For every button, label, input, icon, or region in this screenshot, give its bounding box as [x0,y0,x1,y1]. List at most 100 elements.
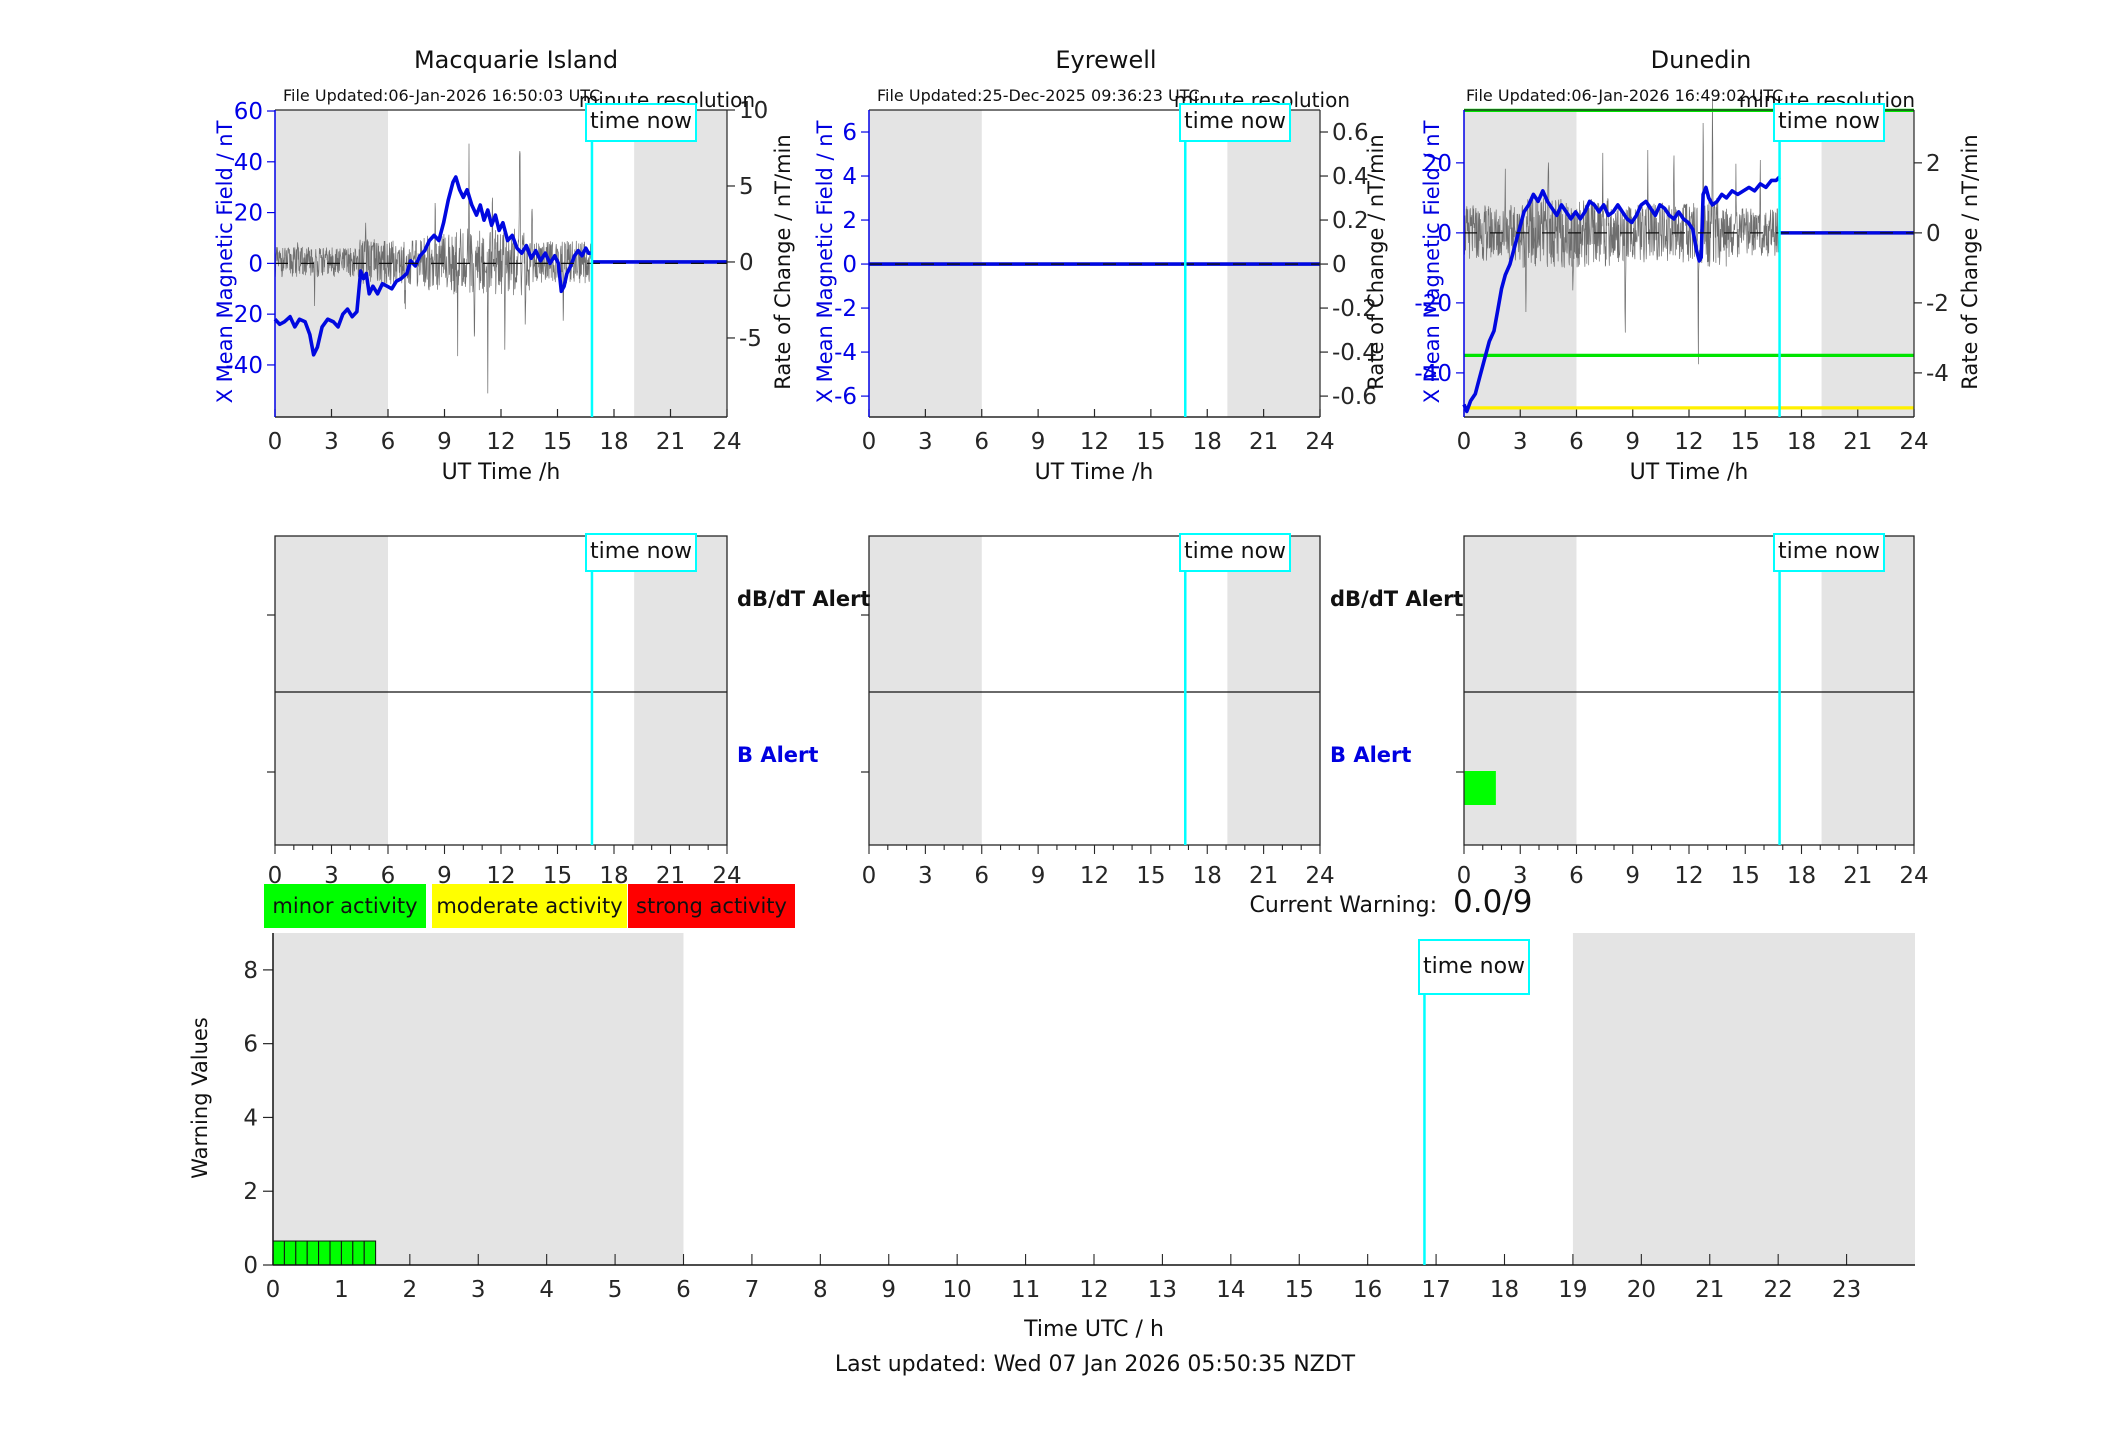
warning-values-axis-label: Warning Values [188,1017,212,1179]
x-tick-label: 6 [974,863,989,889]
y-tick-label: -6 [834,384,857,410]
x-tick-label: 6 [1569,863,1584,889]
b-alert-label: B Alert [737,743,819,767]
x-tick-label: 9 [1031,863,1046,889]
station-title-eyrewell: Eyrewell [1055,46,1157,74]
x-tick-label: 15 [1136,429,1165,455]
y-tick-label: -5 [739,326,762,352]
x-tick-label: 24 [712,429,741,455]
time-now-flag: time now [585,533,697,572]
night-shading [1572,933,1915,1265]
x-tick-label: 14 [1216,1277,1245,1303]
legend-item-strong-activity: strong activity [628,884,795,928]
night-shading [869,536,982,845]
warning-value-bar [352,1240,365,1266]
x-tick-label: 0 [862,863,877,889]
y-tick-label: -2 [834,296,857,322]
x-tick-label: 17 [1421,1277,1450,1303]
x-tick-label: 0 [1457,429,1472,455]
time-now-flag: time now [1179,103,1291,142]
time-now-flag: time now [1773,533,1885,572]
y-tick-label: 0 [243,1253,258,1279]
warning-value-bar [363,1240,377,1266]
y-tick-label: 0.4 [1332,164,1369,190]
x-tick-label: 6 [676,1277,691,1303]
y-tick-label: -0.6 [1332,384,1377,410]
file-updated-text: File Updated:06-Jan-2026 16:49:02 UTC [1466,86,1784,105]
x-tick-label: 24 [1305,863,1334,889]
night-shading [273,933,684,1265]
x-tick-label: 18 [599,429,628,455]
x-tick-label: 0 [862,429,877,455]
x-tick-label: 6 [381,863,396,889]
x-tick-label: 9 [1625,429,1640,455]
x-tick-label: 3 [1513,429,1528,455]
x-tick-label: 9 [1031,429,1046,455]
legend-item-minor-activity: minor activity [264,884,426,928]
dbdt-alert-label: dB/dT Alert [737,587,871,611]
y-tick-label: 0.6 [1332,120,1369,146]
x-tick-label: 0 [266,1277,281,1303]
night-shading [634,536,727,845]
y-axis-label-right: Rate of Change / nT/min [771,134,795,390]
x-axis-label: UT Time /h [441,460,561,485]
x-axis-label: UT Time /h [1034,460,1154,485]
x-tick-label: 4 [539,1277,554,1303]
y-tick-label: 40 [234,150,263,176]
y-tick-label: -40 [225,353,263,379]
magnetic-field-curve [1462,175,1781,414]
x-tick-label: 12 [1079,1277,1108,1303]
x-tick-label: 24 [1899,863,1928,889]
panel-frame [274,535,728,846]
y-tick-label: -4 [834,340,857,366]
x-tick-label: 12 [1080,429,1109,455]
y-axis-label-left: X Mean Magnetic Field / nT [213,120,237,404]
x-tick-label: 21 [1843,863,1872,889]
warning-value-bar [329,1240,342,1266]
x-tick-label: 21 [1249,429,1278,455]
x-tick-label: 6 [381,429,396,455]
x-tick-label: 3 [471,1277,486,1303]
y-tick-label: 0.2 [1332,208,1369,234]
x-tick-label: 15 [1285,1277,1314,1303]
warning-value-bar [283,1240,297,1266]
y-tick-label: 2 [243,1179,258,1205]
night-shading [275,536,388,845]
current-warning-value: 0.0/9 [1453,884,1533,920]
panel-frame [868,535,1321,846]
x-tick-label: 18 [1787,429,1816,455]
y-tick-label: 2 [1926,151,1941,177]
x-tick-label: 20 [1627,1277,1656,1303]
y-tick-label: -0.4 [1332,340,1377,366]
y-tick-label: -0.2 [1332,296,1377,322]
dbdt-alert-label: dB/dT Alert [1330,587,1464,611]
x-tick-label: 18 [1193,863,1222,889]
y-axis-label-left: X Mean Magnetic Field / nT [813,120,837,404]
time-now-flag: time now [1418,939,1530,995]
b-alert-label: B Alert [1330,743,1412,767]
warning-value-bar [318,1240,331,1266]
x-tick-label: 18 [1787,863,1816,889]
x-tick-label: 1 [334,1277,349,1303]
x-tick-label: 3 [918,863,933,889]
x-tick-label: 18 [1490,1277,1519,1303]
x-tick-label: 3 [1513,863,1528,889]
y-tick-label: 4 [842,164,857,190]
station-title-macquarie: Macquarie Island [413,46,619,74]
x-tick-label: 21 [1843,429,1872,455]
x-tick-label: 18 [1193,429,1222,455]
time-now-flag: time now [585,103,697,142]
y-tick-label: 6 [842,120,857,146]
x-tick-label: 3 [324,863,339,889]
y-tick-label: 0 [1926,221,1941,247]
x-tick-label: 23 [1832,1277,1861,1303]
x-tick-label: 15 [1731,863,1760,889]
x-tick-label: 5 [608,1277,623,1303]
time-now-flag: time now [1773,103,1885,142]
x-axis-label: UT Time /h [1629,460,1749,485]
y-tick-label: -2 [1926,291,1949,317]
x-tick-label: 24 [1305,429,1334,455]
x-tick-label: 12 [1674,429,1703,455]
x-tick-label: 24 [1899,429,1928,455]
